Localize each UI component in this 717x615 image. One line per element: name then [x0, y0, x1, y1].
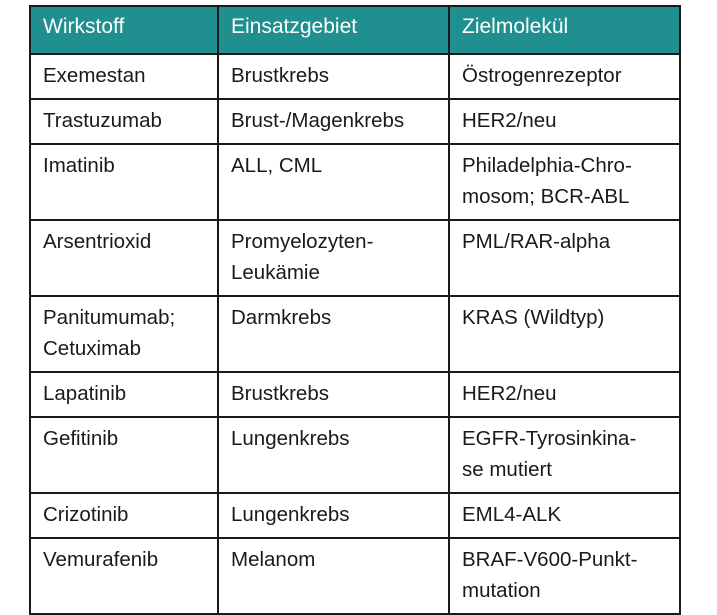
header-zielmolekuel: Zielmolekül — [448, 5, 681, 55]
table-row: Imatinib ALL, CML Philadelphia-Chro- mos… — [29, 143, 681, 221]
table-row: Trastuzumab Brust-/Magenkrebs HER2/neu — [29, 98, 681, 145]
cell-wirkstoff: Lapatinib — [29, 371, 219, 418]
cell-zielmolekuel: PML/RAR-alpha — [448, 219, 681, 297]
cell-zielmolekuel: EML4-ALK — [448, 492, 681, 539]
cell-zielmolekuel: Östrogenrezeptor — [448, 53, 681, 100]
cell-einsatzgebiet: Brustkrebs — [217, 53, 450, 100]
table-row: Panitumumab; Cetuximab Darmkrebs KRAS (W… — [29, 295, 681, 373]
cell-wirkstoff: Imatinib — [29, 143, 219, 221]
table-row: Gefitinib Lungenkrebs EGFR-Tyrosinkina- … — [29, 416, 681, 494]
table-row: Arsentrioxid Promyelozyten- Leukämie PML… — [29, 219, 681, 297]
header-wirkstoff: Wirkstoff — [29, 5, 219, 55]
cell-einsatzgebiet: ALL, CML — [217, 143, 450, 221]
cell-einsatzgebiet: Brustkrebs — [217, 371, 450, 418]
drug-table-container: Wirkstoff Einsatzgebiet Zielmolekül Exem… — [29, 5, 681, 615]
table-row: Crizotinib Lungenkrebs EML4-ALK — [29, 492, 681, 539]
cell-zielmolekuel: EGFR-Tyrosinkina- se mutiert — [448, 416, 681, 494]
cell-wirkstoff: Crizotinib — [29, 492, 219, 539]
table-row: Vemurafenib Melanom BRAF-V600-Punkt- mut… — [29, 537, 681, 615]
table-row: Exemestan Brustkrebs Östrogenrezeptor — [29, 53, 681, 100]
cell-wirkstoff: Panitumumab; Cetuximab — [29, 295, 219, 373]
cell-einsatzgebiet: Brust-/Magenkrebs — [217, 98, 450, 145]
cell-wirkstoff: Arsentrioxid — [29, 219, 219, 297]
cell-zielmolekuel: KRAS (Wildtyp) — [448, 295, 681, 373]
cell-zielmolekuel: HER2/neu — [448, 98, 681, 145]
cell-zielmolekuel: Philadelphia-Chro- mosom; BCR-ABL — [448, 143, 681, 221]
cell-einsatzgebiet: Lungenkrebs — [217, 416, 450, 494]
cell-zielmolekuel: BRAF-V600-Punkt- mutation — [448, 537, 681, 615]
cell-einsatzgebiet: Promyelozyten- Leukämie — [217, 219, 450, 297]
table-row: Lapatinib Brustkrebs HER2/neu — [29, 371, 681, 418]
cell-einsatzgebiet: Darmkrebs — [217, 295, 450, 373]
cell-einsatzgebiet: Lungenkrebs — [217, 492, 450, 539]
drug-table: Wirkstoff Einsatzgebiet Zielmolekül Exem… — [29, 5, 681, 615]
cell-wirkstoff: Trastuzumab — [29, 98, 219, 145]
header-row: Wirkstoff Einsatzgebiet Zielmolekül — [29, 5, 681, 55]
cell-wirkstoff: Vemurafenib — [29, 537, 219, 615]
header-einsatzgebiet: Einsatzgebiet — [217, 5, 450, 55]
cell-einsatzgebiet: Melanom — [217, 537, 450, 615]
cell-zielmolekuel: HER2/neu — [448, 371, 681, 418]
cell-wirkstoff: Gefitinib — [29, 416, 219, 494]
cell-wirkstoff: Exemestan — [29, 53, 219, 100]
